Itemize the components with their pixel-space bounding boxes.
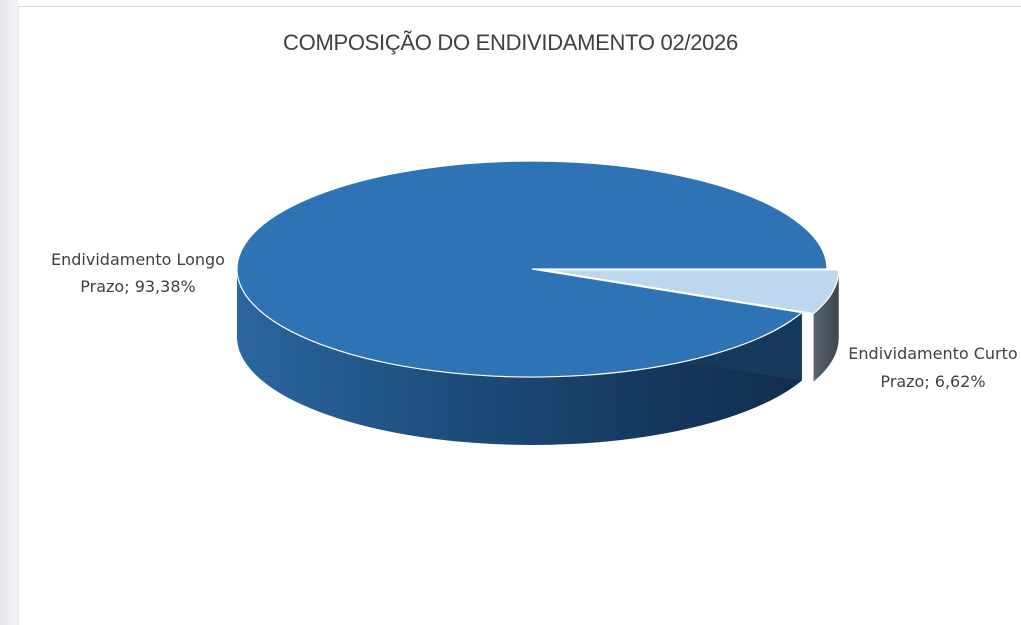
label-curto-prazo-line2: Prazo; 6,62% [880,372,985,391]
slice-side-curto-prazo [813,269,839,382]
label-curto-prazo: Endividamento Curto Prazo; 6,62% [848,344,1017,391]
label-longo-prazo-line1: Endividamento Longo [51,250,225,269]
label-longo-prazo-line2: Prazo; 93,38% [80,277,195,296]
chart-title: COMPOSIÇÃO DO ENDIVIDAMENTO 02/2026 [283,30,738,55]
slice-side-longo-prazo [236,269,802,445]
label-curto-prazo-line1: Endividamento Curto [848,344,1017,363]
slices-layer [236,160,840,445]
slice-curto-prazo [543,269,840,315]
label-longo-prazo: Endividamento Longo Prazo; 93,38% [51,250,225,296]
slice-longo-prazo [236,160,828,378]
labels-layer: Endividamento Longo Prazo; 93,38%Endivida… [51,250,1018,391]
left-margin-strip [0,0,18,625]
